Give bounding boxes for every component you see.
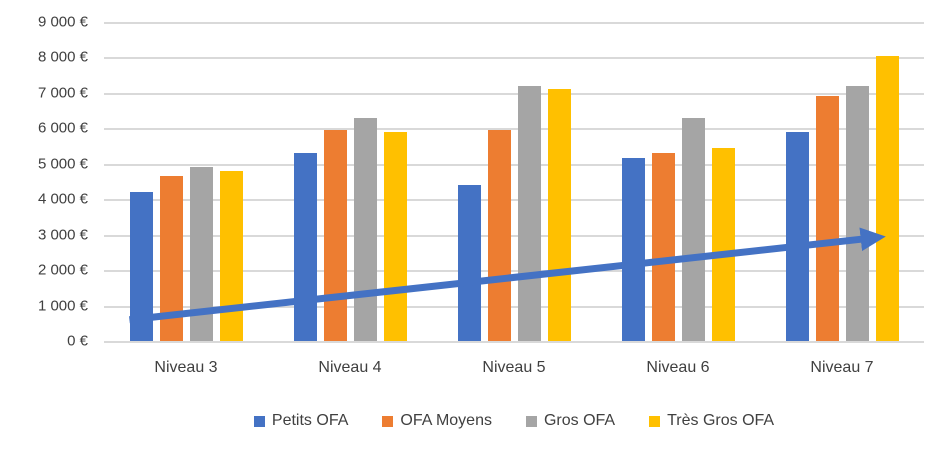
y-tick-label: 6 000 € [37, 119, 88, 137]
legend-item-gros-ofa: Gros OFA [525, 412, 616, 430]
y-tick-label: 9 000 € [37, 13, 88, 31]
y-tick-label: 0 € [67, 332, 88, 350]
y-axis: 0 € 1 000 € 2 000 € 3 000 € 4 000 € 5 000 € 6 … [0, 14, 88, 350]
x-tick-label: Niveau 4 [318, 359, 382, 376]
legend-swatch-icon [525, 415, 537, 427]
legend-swatch-icon [382, 415, 394, 427]
bar-gros-ofa-niveau-3 [189, 167, 213, 341]
bar-gros-ofa-niveau-5 [517, 85, 541, 341]
bar-petits-ofa-niveau-3 [129, 192, 153, 341]
gridline [104, 57, 924, 60]
gridline [104, 128, 924, 131]
bar-petits-ofa-niveau-4 [293, 153, 317, 341]
gridline [104, 234, 924, 237]
bar-ofa-moyens-niveau-7 [815, 96, 839, 341]
legend-label: OFA Moyens [400, 412, 492, 429]
y-tick-label: 3 000 € [37, 226, 88, 244]
legend-label: Petits OFA [271, 412, 349, 429]
x-tick-label: Niveau 7 [810, 359, 874, 376]
gridline [104, 341, 924, 343]
bar-gros-ofa-niveau-4 [353, 117, 377, 341]
y-tick-label: 4 000 € [37, 190, 88, 208]
legend-label: Gros OFA [543, 412, 616, 429]
x-axis: Niveau 3 Niveau 4 Niveau 5 Niveau 6 Niveau 7 [104, 359, 924, 385]
y-tick-label: 2 000 € [37, 261, 88, 279]
bar-petits-ofa-niveau-7 [785, 131, 809, 341]
y-tick-label: 5 000 € [37, 155, 88, 173]
bar-ofa-moyens-niveau-6 [651, 153, 675, 341]
legend: Petits OFA OFA Moyens Gros OFA Très Gros OF… [104, 412, 924, 430]
legend-item-petits-ofa: Petits OFA [253, 412, 349, 430]
legend-swatch-icon [253, 415, 265, 427]
x-tick-label: Niveau 6 [646, 359, 710, 376]
bar-très-gros-ofa-niveau-3 [219, 170, 243, 341]
bar-gros-ofa-niveau-7 [845, 85, 869, 341]
bar-gros-ofa-niveau-6 [681, 117, 705, 341]
gridline [104, 22, 924, 24]
y-tick-label: 1 000 € [37, 297, 88, 315]
legend-swatch-icon [649, 415, 661, 427]
x-tick-label: Niveau 3 [154, 359, 218, 376]
y-tick-label: 8 000 € [37, 48, 88, 66]
gridline [104, 199, 924, 202]
x-tick-label: Niveau 5 [482, 359, 546, 376]
bar-très-gros-ofa-niveau-7 [875, 55, 899, 341]
bar-ofa-moyens-niveau-4 [323, 130, 347, 341]
gridline [104, 163, 924, 166]
plot-area [104, 22, 924, 343]
legend-label: Très Gros OFA [667, 412, 775, 429]
bar-très-gros-ofa-niveau-6 [711, 147, 735, 341]
bar-petits-ofa-niveau-5 [457, 185, 481, 341]
bar-ofa-moyens-niveau-3 [159, 176, 183, 341]
legend-item-très-gros-ofa: Très Gros OFA [649, 412, 774, 430]
bar-petits-ofa-niveau-6 [621, 158, 645, 341]
bar-très-gros-ofa-niveau-4 [383, 131, 407, 341]
bar-ofa-moyens-niveau-5 [487, 130, 511, 341]
gridline [104, 92, 924, 95]
legend-item-ofa-moyens: OFA Moyens [382, 412, 492, 430]
y-tick-label: 7 000 € [37, 84, 88, 102]
bar-très-gros-ofa-niveau-5 [547, 89, 571, 341]
